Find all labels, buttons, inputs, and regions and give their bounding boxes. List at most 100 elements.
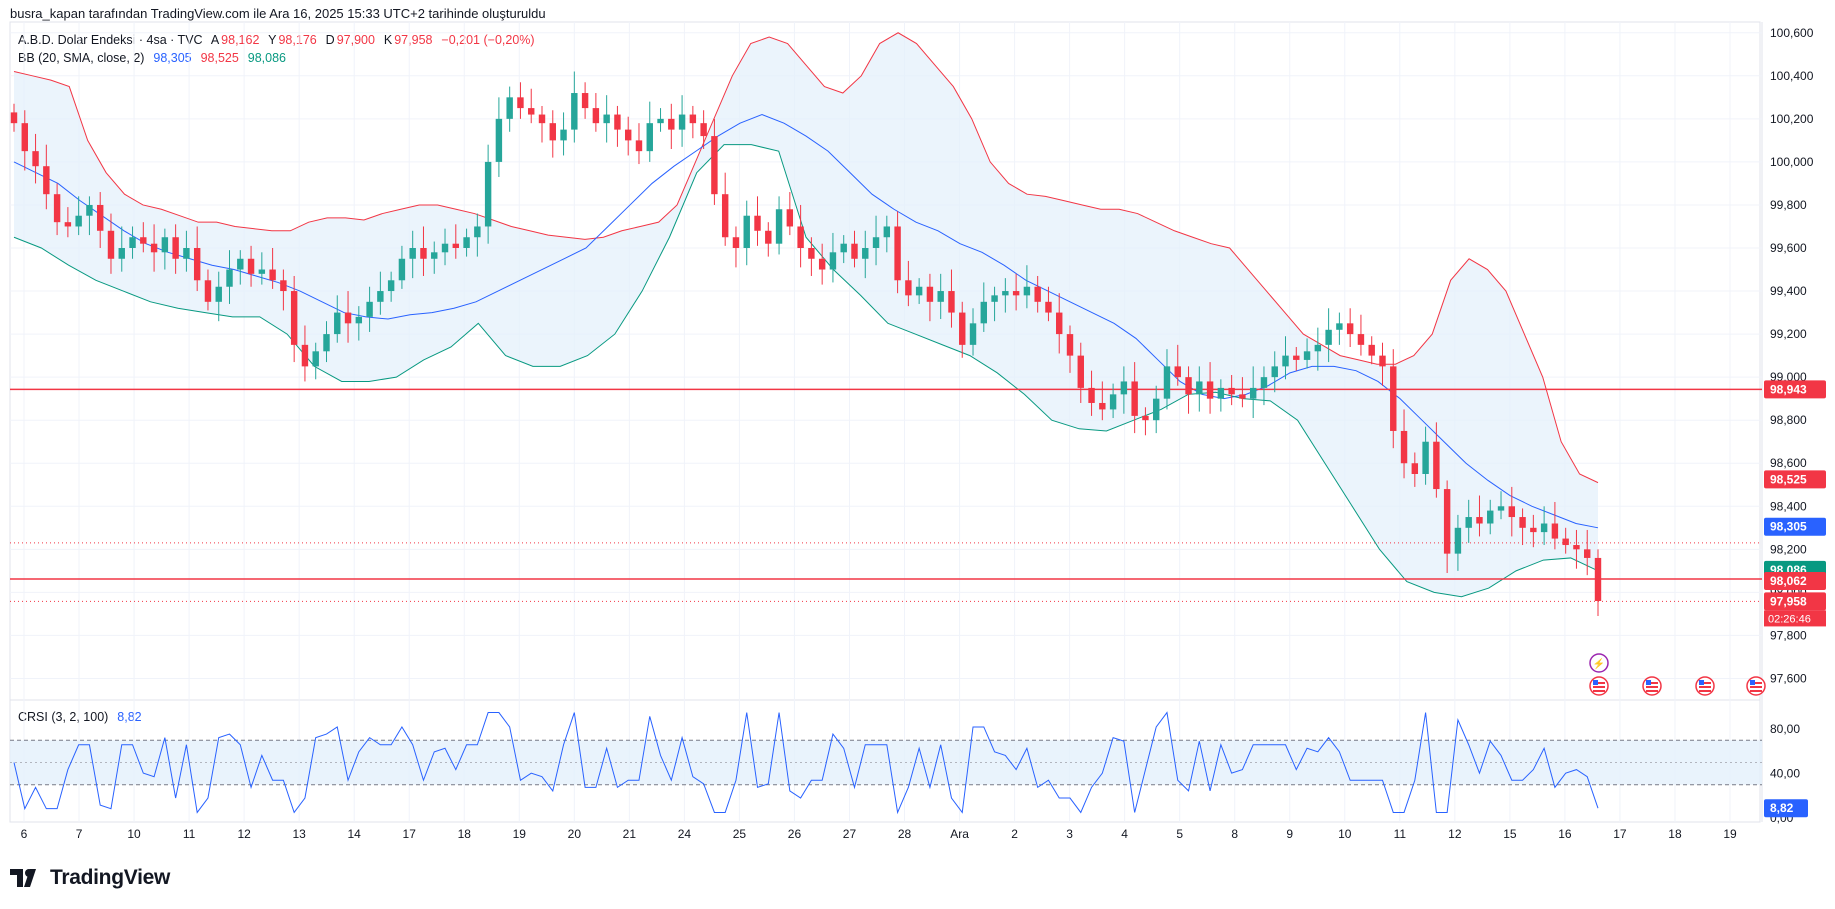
- time-tick-label: 15: [1503, 827, 1517, 841]
- candle-body: [1196, 381, 1203, 395]
- candle-body: [204, 280, 212, 302]
- candle-body: [387, 280, 395, 292]
- price-tick-label: 98,400: [1770, 499, 1807, 513]
- candle-body: [280, 280, 287, 292]
- candle-body: [1303, 351, 1311, 360]
- candle-body: [463, 237, 470, 248]
- candle-body: [1573, 545, 1580, 550]
- time-tick-label: 8: [1231, 827, 1238, 841]
- candle-body: [883, 226, 891, 238]
- candle-body: [1002, 291, 1009, 296]
- candle-body: [140, 237, 147, 244]
- price-label-text: 98,062: [1770, 574, 1807, 588]
- candle-body: [1562, 538, 1569, 546]
- candle-body: [258, 269, 266, 274]
- us-flag-event-icon: [1695, 676, 1715, 696]
- bb-lower-value: 98,086: [247, 51, 286, 65]
- candle-body: [872, 237, 880, 248]
- candle-body: [829, 252, 837, 270]
- candle-body: [937, 291, 944, 302]
- candle-body: [614, 114, 621, 130]
- candle-body: [323, 334, 330, 352]
- close-value: 97,958: [394, 33, 433, 47]
- time-tick-label: 17: [403, 827, 417, 841]
- candle-body: [549, 123, 556, 141]
- price-tick-label: 100,200: [1770, 112, 1814, 126]
- flag-canton: [1750, 680, 1755, 685]
- flag-stripe: [1593, 690, 1605, 692]
- candle-body: [1142, 415, 1149, 421]
- candle-body: [247, 258, 255, 274]
- time-tick-label: 11: [183, 827, 196, 841]
- flag-stripe: [1646, 690, 1658, 692]
- candle-body: [312, 351, 319, 367]
- candle-body: [1551, 523, 1559, 539]
- bb-legend[interactable]: BB (20, SMA, close, 2) 98,305 98,525 98,…: [18, 51, 288, 65]
- lightning-glyph: ⚡: [1593, 657, 1605, 670]
- price-tick-label: 97,800: [1770, 628, 1807, 642]
- time-tick-label: 21: [623, 827, 637, 841]
- flag-canton: [1699, 680, 1704, 685]
- candle-body: [1336, 323, 1343, 330]
- tradingview-logo[interactable]: TradingView: [10, 866, 170, 890]
- crsi-legend[interactable]: CRSI (3, 2, 100) 8,82: [18, 710, 144, 724]
- price-tick-label: 99,600: [1770, 241, 1807, 255]
- candle-body: [1271, 366, 1278, 378]
- candle-body: [1346, 323, 1354, 335]
- price-tick-label: 98,600: [1770, 456, 1807, 470]
- candle-body: [818, 258, 826, 270]
- crsi-tick-label: 40,00: [1770, 767, 1800, 781]
- candle-body: [366, 301, 373, 317]
- snapshot-caption: busra_kapan tarafından TradingView.com i…: [10, 6, 546, 21]
- chart-canvas[interactable]: 100,600 100,400 100,200 100,000 99,800 99,600…: [0, 0, 1835, 855]
- flag-stripe: [1699, 686, 1711, 688]
- candle-body: [1368, 344, 1375, 356]
- candle-body: [1508, 506, 1516, 518]
- candle-body: [269, 269, 276, 281]
- bb-lower-line: [13, 144, 1599, 598]
- candle-body: [1400, 430, 1408, 464]
- time-tick-label: 26: [788, 827, 802, 841]
- candle-body: [452, 243, 460, 248]
- price-tick-label: 99,400: [1770, 284, 1807, 298]
- time-tick-label: 24: [678, 827, 692, 841]
- symbol-name: A.B.D. Dolar Endeksi · 4sa · TVC: [18, 33, 203, 47]
- time-tick-label: 10: [1338, 827, 1352, 841]
- open-label: A: [210, 33, 220, 47]
- candle-body: [1045, 301, 1052, 313]
- price-tick-label: 99,800: [1770, 198, 1807, 212]
- candle-body: [1540, 523, 1548, 533]
- time-tick-label: 18: [1668, 827, 1682, 841]
- time-tick-label: 9: [1286, 827, 1293, 841]
- price-label-text: 98,943: [1770, 382, 1807, 396]
- flag-canton: [1593, 680, 1598, 685]
- candle-body: [678, 114, 686, 130]
- bb-basis-line: [13, 114, 1599, 529]
- candle-body: [1379, 355, 1386, 367]
- candle-body: [624, 129, 632, 141]
- us-flag-event-icon: [1642, 676, 1662, 696]
- time-tick-label: 6: [21, 827, 28, 841]
- bb-label: BB (20, SMA, close, 2): [18, 51, 145, 65]
- time-tick-label: 20: [568, 827, 582, 841]
- high-value: 98,176: [278, 33, 317, 47]
- candle-body: [420, 248, 427, 259]
- flag-stripe: [1750, 690, 1762, 692]
- candle-body: [592, 108, 600, 124]
- crsi-value-badge-text: 8,82: [1770, 801, 1794, 815]
- candle-body: [1584, 549, 1591, 558]
- candle-body: [1109, 394, 1117, 410]
- flag-stripe: [1593, 686, 1605, 688]
- candle-body: [517, 97, 524, 109]
- flag-stripe: [1646, 686, 1658, 688]
- time-tick-label: 10: [127, 827, 141, 841]
- time-tick-label: 11: [1394, 827, 1407, 841]
- candle-body: [377, 291, 384, 302]
- candle-body: [948, 291, 955, 313]
- time-tick-label: 12: [1448, 827, 1462, 841]
- flag-stripe: [1646, 682, 1658, 684]
- candle-body: [1239, 394, 1246, 399]
- candle-body: [1357, 334, 1365, 345]
- candle-body: [1443, 489, 1451, 554]
- candle-body: [1163, 366, 1171, 399]
